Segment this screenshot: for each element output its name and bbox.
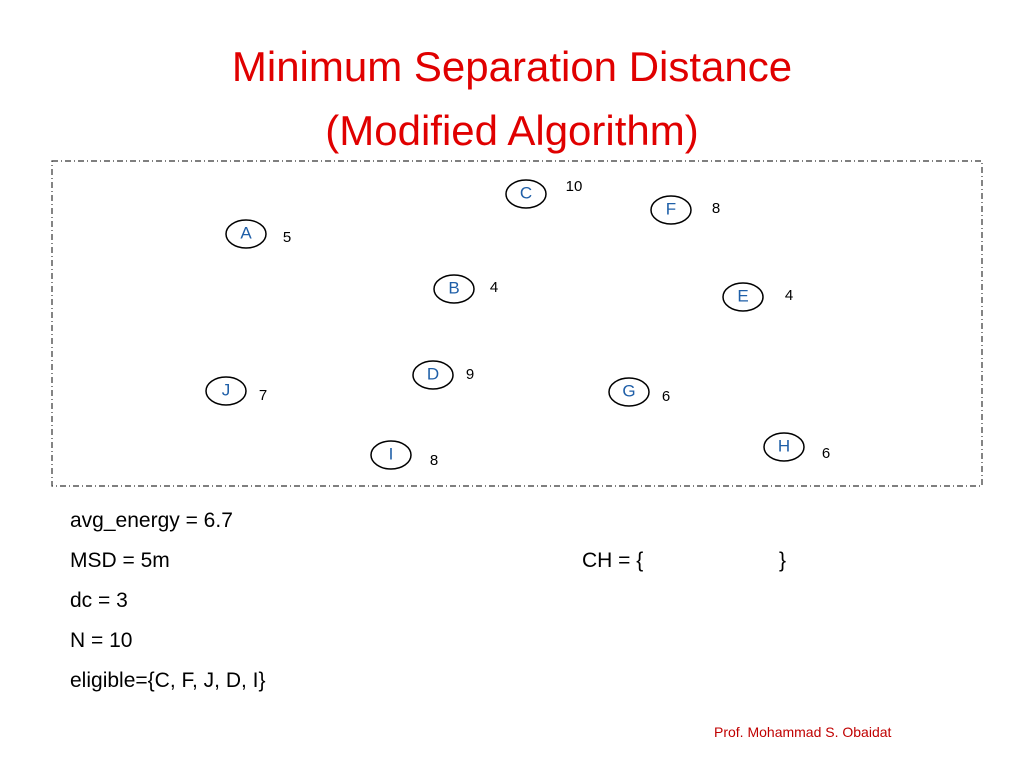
node-label: D: [427, 364, 439, 383]
node: [722, 282, 764, 312]
node-energy: 8: [712, 200, 720, 217]
node-energy: 4: [490, 279, 498, 296]
node-energy: 5: [283, 229, 291, 246]
node-energy: 9: [466, 366, 474, 383]
ch-open: CH = {: [582, 549, 644, 572]
title-line: (Modified Algorithm): [325, 107, 699, 154]
node: [763, 432, 805, 462]
node-label: H: [778, 436, 790, 455]
field-border: [51, 160, 983, 487]
node: [370, 440, 412, 470]
node-energy: 4: [785, 287, 793, 304]
footer: Prof. Mohammad S. Obaidat: [714, 724, 892, 740]
param: avg_energy = 6.7: [70, 509, 233, 532]
ch-close: }: [779, 549, 787, 572]
node-label: C: [520, 183, 532, 202]
node-energy: 7: [259, 387, 267, 404]
node: [650, 195, 692, 225]
node-label: J: [222, 380, 231, 399]
node-energy: 10: [566, 178, 583, 195]
node: [412, 360, 454, 390]
node-label: B: [448, 278, 459, 297]
node: [505, 179, 547, 209]
node-label: I: [389, 444, 394, 463]
param: N = 10: [70, 629, 133, 652]
param: eligible={C, F, J, D, I}: [70, 669, 266, 692]
node-label: A: [240, 223, 252, 242]
node-energy: 6: [662, 388, 670, 405]
title-line: Minimum Separation Distance: [231, 43, 793, 90]
node: [225, 219, 267, 249]
node-energy: 6: [822, 445, 830, 462]
param: MSD = 5m: [70, 549, 170, 572]
node-label: G: [622, 381, 635, 400]
param: dc = 3: [70, 589, 128, 612]
node-energy: 8: [430, 452, 438, 469]
node: [433, 274, 475, 304]
node-label: F: [666, 199, 676, 218]
node: [205, 376, 247, 406]
node-label: E: [737, 286, 748, 305]
node: [608, 377, 650, 407]
